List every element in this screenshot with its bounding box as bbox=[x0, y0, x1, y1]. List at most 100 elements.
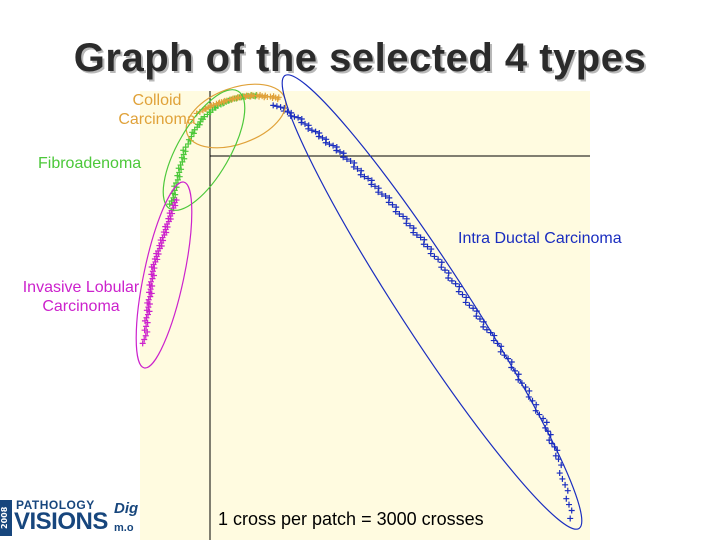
data-point-idc bbox=[365, 175, 372, 182]
label-colloid-carcinoma: Colloid Carcinoma bbox=[118, 92, 196, 128]
data-point-idc bbox=[308, 127, 315, 134]
data-point-colloid bbox=[223, 97, 230, 104]
data-point-idc bbox=[291, 113, 298, 120]
data-point-idc bbox=[277, 104, 284, 111]
data-point-idc bbox=[315, 133, 322, 140]
plot-background bbox=[140, 91, 590, 540]
data-point-idc bbox=[427, 250, 434, 257]
data-point-ilc bbox=[143, 323, 150, 330]
data-point-idc bbox=[452, 280, 459, 287]
data-point-idc bbox=[556, 470, 563, 477]
label-intra-ductal-carcinoma: Intra Ductal Carcinoma bbox=[458, 230, 622, 247]
data-point-fibroadenoma bbox=[201, 113, 208, 120]
data-point-ilc bbox=[146, 289, 153, 296]
data-point-fibroadenoma bbox=[185, 140, 192, 147]
cross-count-note: 1 cross per patch = 3000 crosses bbox=[218, 509, 484, 529]
data-point-ilc bbox=[143, 314, 150, 321]
data-point-colloid bbox=[202, 106, 209, 113]
data-point-idc bbox=[445, 274, 452, 281]
cluster-ellipse-fibroadenoma bbox=[162, 89, 246, 211]
data-point-ilc bbox=[142, 332, 149, 339]
data-point-idc bbox=[400, 213, 407, 220]
data-point-fibroadenoma bbox=[188, 133, 195, 140]
data-point-idc bbox=[420, 241, 427, 248]
data-point-ilc bbox=[141, 317, 148, 324]
data-point-idc bbox=[337, 148, 343, 155]
data-point-fibroadenoma bbox=[178, 154, 185, 161]
data-point-idc bbox=[357, 171, 364, 178]
data-point-idc bbox=[392, 208, 399, 215]
data-point-idc bbox=[368, 181, 375, 188]
data-point-ilc bbox=[143, 307, 150, 314]
data-point-colloid bbox=[220, 98, 227, 105]
data-point-ilc bbox=[147, 286, 154, 293]
data-point-fibroadenoma bbox=[198, 115, 205, 122]
data-point-idc bbox=[459, 291, 466, 298]
data-point-ilc bbox=[149, 268, 156, 275]
data-point-fibroadenoma bbox=[174, 172, 181, 179]
data-point-idc bbox=[330, 142, 337, 149]
logo-tag: Dig bbox=[114, 500, 139, 517]
data-point-colloid bbox=[274, 96, 281, 103]
data-point-idc bbox=[312, 128, 319, 135]
data-point-colloid bbox=[210, 102, 217, 109]
data-point-ilc bbox=[147, 293, 154, 300]
data-point-idc bbox=[563, 495, 570, 502]
data-point-fibroadenoma bbox=[206, 109, 213, 116]
data-point-idc bbox=[470, 305, 477, 312]
label-invasive-lobular-carcinoma: Invasive Lobular Carcinoma bbox=[22, 279, 140, 315]
data-point-idc bbox=[533, 401, 540, 408]
data-point-ilc bbox=[148, 290, 155, 297]
slide-title: Graph of the selected 4 types bbox=[73, 36, 647, 80]
data-point-idc bbox=[343, 156, 350, 163]
data-point-colloid bbox=[237, 94, 244, 101]
data-point-ilc bbox=[149, 283, 156, 290]
pathology-visions-logo: 2008 PATHOLOGY VISIONS Dig m.o bbox=[0, 498, 160, 540]
data-point-colloid bbox=[207, 103, 214, 110]
data-point-fibroadenoma bbox=[180, 147, 187, 154]
data-point-ilc bbox=[145, 304, 152, 311]
data-point-idc bbox=[403, 220, 410, 227]
data-point-ilc bbox=[139, 340, 146, 347]
data-point-idc bbox=[438, 264, 445, 271]
data-point-idc bbox=[326, 141, 333, 148]
data-point-idc bbox=[354, 165, 361, 172]
data-point-idc bbox=[295, 114, 302, 121]
data-point-ilc bbox=[145, 296, 152, 303]
data-point-ilc bbox=[148, 271, 155, 278]
data-point-idc bbox=[562, 481, 569, 488]
data-point-idc bbox=[413, 231, 420, 238]
data-point-idc bbox=[410, 229, 417, 236]
data-point-idc bbox=[322, 139, 329, 146]
data-point-colloid bbox=[234, 95, 241, 102]
logo-line2: VISIONS bbox=[14, 508, 108, 535]
data-point-idc bbox=[566, 501, 572, 508]
data-point-idc bbox=[350, 163, 357, 170]
data-point-idc bbox=[567, 515, 574, 522]
data-point-idc bbox=[385, 199, 392, 206]
data-point-idc bbox=[424, 243, 431, 250]
data-point-ilc bbox=[141, 336, 148, 343]
data-point-idc bbox=[435, 256, 442, 263]
logo-line1: PATHOLOGY bbox=[16, 498, 95, 512]
data-point-ilc bbox=[146, 300, 153, 307]
data-point-idc bbox=[466, 302, 473, 309]
label-fibroadenoma: Fibroadenoma bbox=[38, 155, 142, 172]
data-point-idc bbox=[347, 158, 354, 165]
data-point-idc bbox=[483, 326, 490, 333]
data-point-idc bbox=[270, 102, 277, 109]
data-point-ilc bbox=[146, 308, 153, 315]
data-point-idc bbox=[378, 191, 385, 198]
data-point-idc bbox=[568, 507, 575, 514]
data-point-idc bbox=[417, 234, 424, 241]
data-point-idc bbox=[448, 277, 455, 284]
cluster-ellipse-idc bbox=[281, 74, 583, 530]
logo-url: m.o bbox=[114, 522, 134, 534]
data-point-idc bbox=[407, 222, 413, 229]
data-point-ilc bbox=[144, 311, 151, 318]
data-point-colloid bbox=[215, 100, 222, 107]
data-point-idc bbox=[526, 387, 533, 394]
data-point-idc bbox=[559, 475, 566, 482]
data-point-fibroadenoma bbox=[175, 165, 182, 172]
data-point-idc bbox=[319, 134, 326, 141]
